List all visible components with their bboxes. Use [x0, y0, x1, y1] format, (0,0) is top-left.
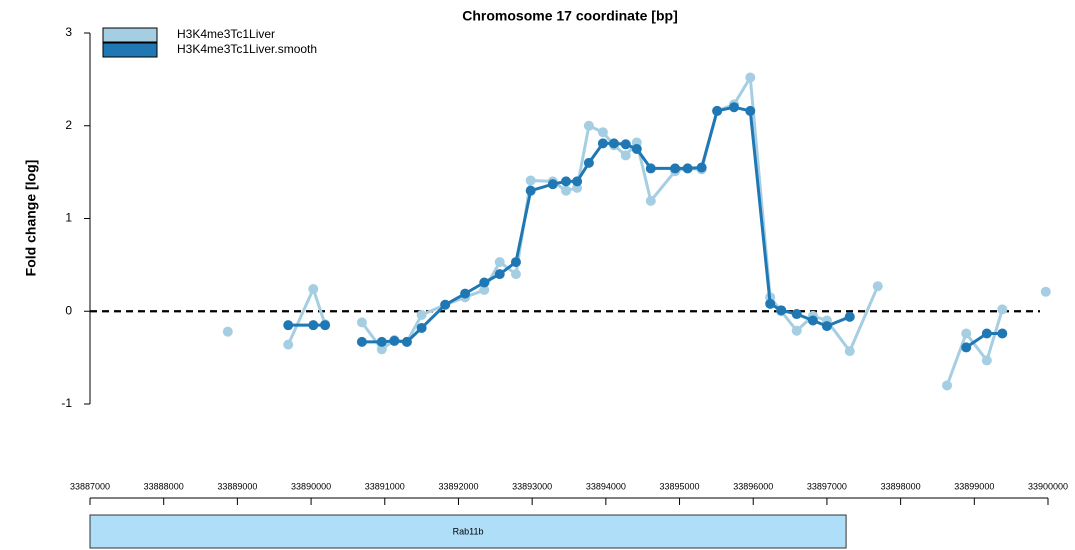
- x-tick-label: 33892000: [438, 481, 478, 491]
- data-point: [696, 162, 707, 173]
- data-point: [981, 355, 992, 366]
- data-point: [765, 298, 776, 309]
- data-point: [745, 105, 756, 116]
- x-tick-label: 33900000: [1028, 481, 1068, 491]
- data-point: [729, 102, 740, 113]
- legend-swatch: [102, 27, 158, 43]
- legend-swatch: [102, 42, 158, 58]
- x-tick-label: 33899000: [954, 481, 994, 491]
- x-tick-label: 33891000: [365, 481, 405, 491]
- x-tick-label: 33887000: [70, 481, 110, 491]
- data-point: [942, 380, 953, 391]
- data-point: [608, 138, 619, 149]
- data-point: [670, 163, 681, 174]
- y-tick-label: 3: [65, 25, 72, 39]
- data-point: [712, 105, 723, 116]
- data-point: [631, 143, 642, 154]
- data-point: [821, 321, 832, 332]
- data-point: [376, 344, 387, 355]
- data-point: [583, 157, 594, 168]
- data-point: [510, 269, 521, 280]
- data-point: [460, 288, 471, 299]
- data-point: [807, 315, 818, 326]
- data-point: [682, 163, 693, 174]
- data-point: [283, 339, 294, 350]
- data-point: [597, 138, 608, 149]
- x-tick-label: 33894000: [586, 481, 626, 491]
- data-point: [416, 322, 427, 333]
- x-tick-label: 33898000: [881, 481, 921, 491]
- data-point: [961, 342, 972, 353]
- data-point: [283, 320, 294, 331]
- data-point: [572, 176, 583, 187]
- data-point: [389, 335, 400, 346]
- chart-title: Chromosome 17 coordinate [bp]: [462, 8, 677, 24]
- data-point: [981, 328, 992, 339]
- data-point: [308, 320, 319, 331]
- data-point: [494, 269, 505, 280]
- data-point: [401, 336, 412, 347]
- data-point: [494, 257, 505, 268]
- data-point: [961, 328, 972, 339]
- data-point: [356, 317, 367, 328]
- data-point: [1040, 286, 1051, 297]
- y-tick-label: 2: [65, 118, 72, 132]
- data-point: [620, 139, 631, 150]
- legend-label: H3K4me3Tc1Liver.smooth: [177, 42, 317, 56]
- data-point: [776, 305, 787, 316]
- gene-box: [89, 514, 847, 549]
- data-point: [844, 346, 855, 357]
- y-tick-label: 0: [65, 303, 72, 317]
- data-point: [844, 311, 855, 322]
- gene-label: Rab11b: [453, 526, 484, 536]
- data-point: [620, 150, 631, 161]
- y-tick-label: -1: [61, 396, 72, 410]
- legend-label: H3K4me3Tc1Liver: [177, 27, 275, 41]
- data-point: [997, 304, 1008, 315]
- data-point: [997, 328, 1008, 339]
- data-point: [561, 176, 572, 187]
- data-point: [308, 283, 319, 294]
- x-tick-label: 33896000: [733, 481, 773, 491]
- x-tick-label: 33895000: [660, 481, 700, 491]
- x-tick-label: 33893000: [512, 481, 552, 491]
- data-point: [525, 185, 536, 196]
- y-tick-label: 1: [65, 211, 72, 225]
- x-tick-label: 33888000: [144, 481, 184, 491]
- data-point: [416, 309, 427, 320]
- data-point: [222, 326, 233, 337]
- data-point: [525, 175, 536, 186]
- data-point: [645, 195, 656, 206]
- data-point: [547, 179, 558, 190]
- data-point: [791, 325, 802, 336]
- data-point: [356, 336, 367, 347]
- data-point: [791, 309, 802, 320]
- y-axis-label: Fold change [log]: [23, 160, 39, 277]
- data-point: [597, 127, 608, 138]
- x-tick-label: 33889000: [217, 481, 257, 491]
- series-line: [288, 78, 1046, 386]
- data-point: [440, 299, 451, 310]
- x-tick-label: 33897000: [807, 481, 847, 491]
- data-point: [510, 257, 521, 268]
- data-point: [745, 72, 756, 83]
- data-point: [645, 163, 656, 174]
- data-point: [376, 336, 387, 347]
- data-point: [320, 320, 331, 331]
- data-point: [479, 284, 490, 295]
- data-point: [872, 281, 883, 292]
- data-point: [479, 277, 490, 288]
- x-tick-label: 33890000: [291, 481, 331, 491]
- data-point: [561, 185, 572, 196]
- data-point: [583, 120, 594, 131]
